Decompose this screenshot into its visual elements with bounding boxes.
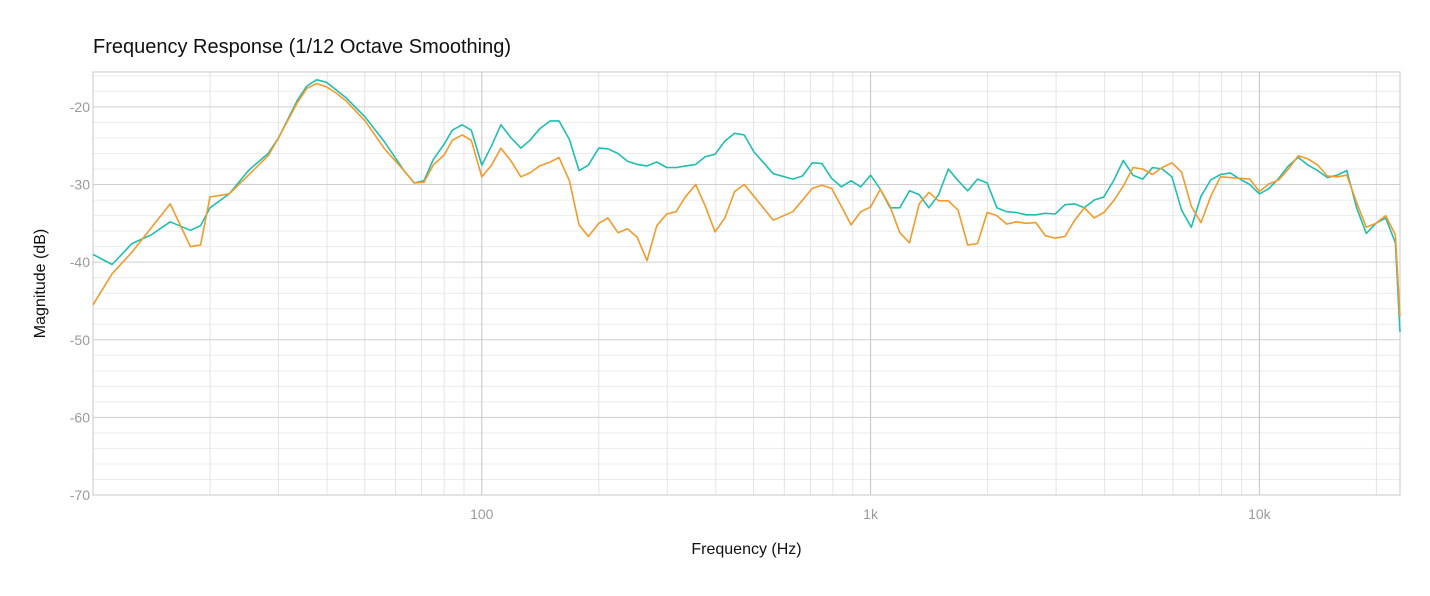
x-tick-label: 1k [863,506,879,522]
plot-frame [92,71,1401,496]
y-tick-label: -60 [70,409,90,425]
y-tick-label: -30 [70,177,90,193]
y-tick-label: -20 [70,99,90,115]
chart-title: Frequency Response (1/12 Octave Smoothin… [93,36,511,59]
chart-subtitle: (1/12 Octave Smoothing) [288,36,512,58]
chart-title-main: Frequency Response [93,36,284,58]
minor-grid [92,72,1400,495]
x-tick-label: 100 [470,506,494,522]
series-line-2 [92,82,1401,317]
x-tick-label: 10k [1248,506,1272,522]
y-axis-label: Magnitude (dB) [32,229,49,338]
y-tick-label: -40 [70,254,90,270]
major-grid [93,72,1400,496]
x-axis-label: Frequency (Hz) [691,541,801,558]
series-layer [92,79,1401,333]
y-tick-labels: -20 -30 -40 -50 -60 -70 [70,99,90,503]
y-tick-label: -50 [70,332,90,348]
x-tick-labels: 100 1k 10k [470,506,1272,522]
y-tick-label: -70 [70,487,90,503]
